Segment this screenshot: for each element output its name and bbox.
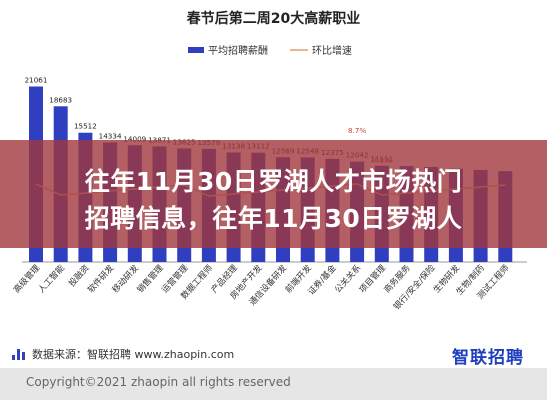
chart-title: 春节后第二周20大高薪职业: [186, 11, 361, 27]
data-source: 数据来源：智联招聘 www.zhaopin.com: [12, 346, 234, 362]
headline-banner: 往年11月30日罗湖人才市场热门 招聘信息，往年11月30日罗湖人: [0, 140, 547, 248]
legend-line-swatch: [290, 48, 308, 51]
chart-legend: 平均招聘薪酬 环比增速: [188, 42, 352, 57]
x-tick-label: 人工智能: [36, 262, 67, 295]
bar-value-label: 15512: [74, 122, 97, 131]
bar-value-label: 18683: [49, 95, 72, 104]
bar-value-label: 21061: [25, 75, 48, 84]
source-text: 数据来源：智联招聘 www.zhaopin.com: [32, 348, 235, 361]
brand-logo: 智联招聘: [452, 348, 524, 368]
legend-item-salary: 平均招聘薪酬: [208, 46, 268, 57]
legend-bar-swatch: [188, 46, 204, 53]
copyright-text: Copyright©2021 zhaopin all rights reserv…: [26, 375, 291, 389]
banner-line-1: 往年11月30日罗湖人才市场热门: [84, 167, 463, 196]
banner-line-2: 招聘信息，往年11月30日罗湖人: [84, 204, 463, 233]
legend-item-growth: 环比增速: [312, 46, 352, 57]
bar-chart-icon: [12, 348, 26, 360]
bar-value-label: 14009: [123, 134, 146, 143]
bar-value-label: 14334: [99, 132, 122, 141]
copyright-bar: Copyright©2021 zhaopin all rights reserv…: [0, 368, 547, 400]
bar-value-label: 13871: [148, 135, 171, 144]
growth-value-label: 8.7%: [348, 126, 366, 135]
